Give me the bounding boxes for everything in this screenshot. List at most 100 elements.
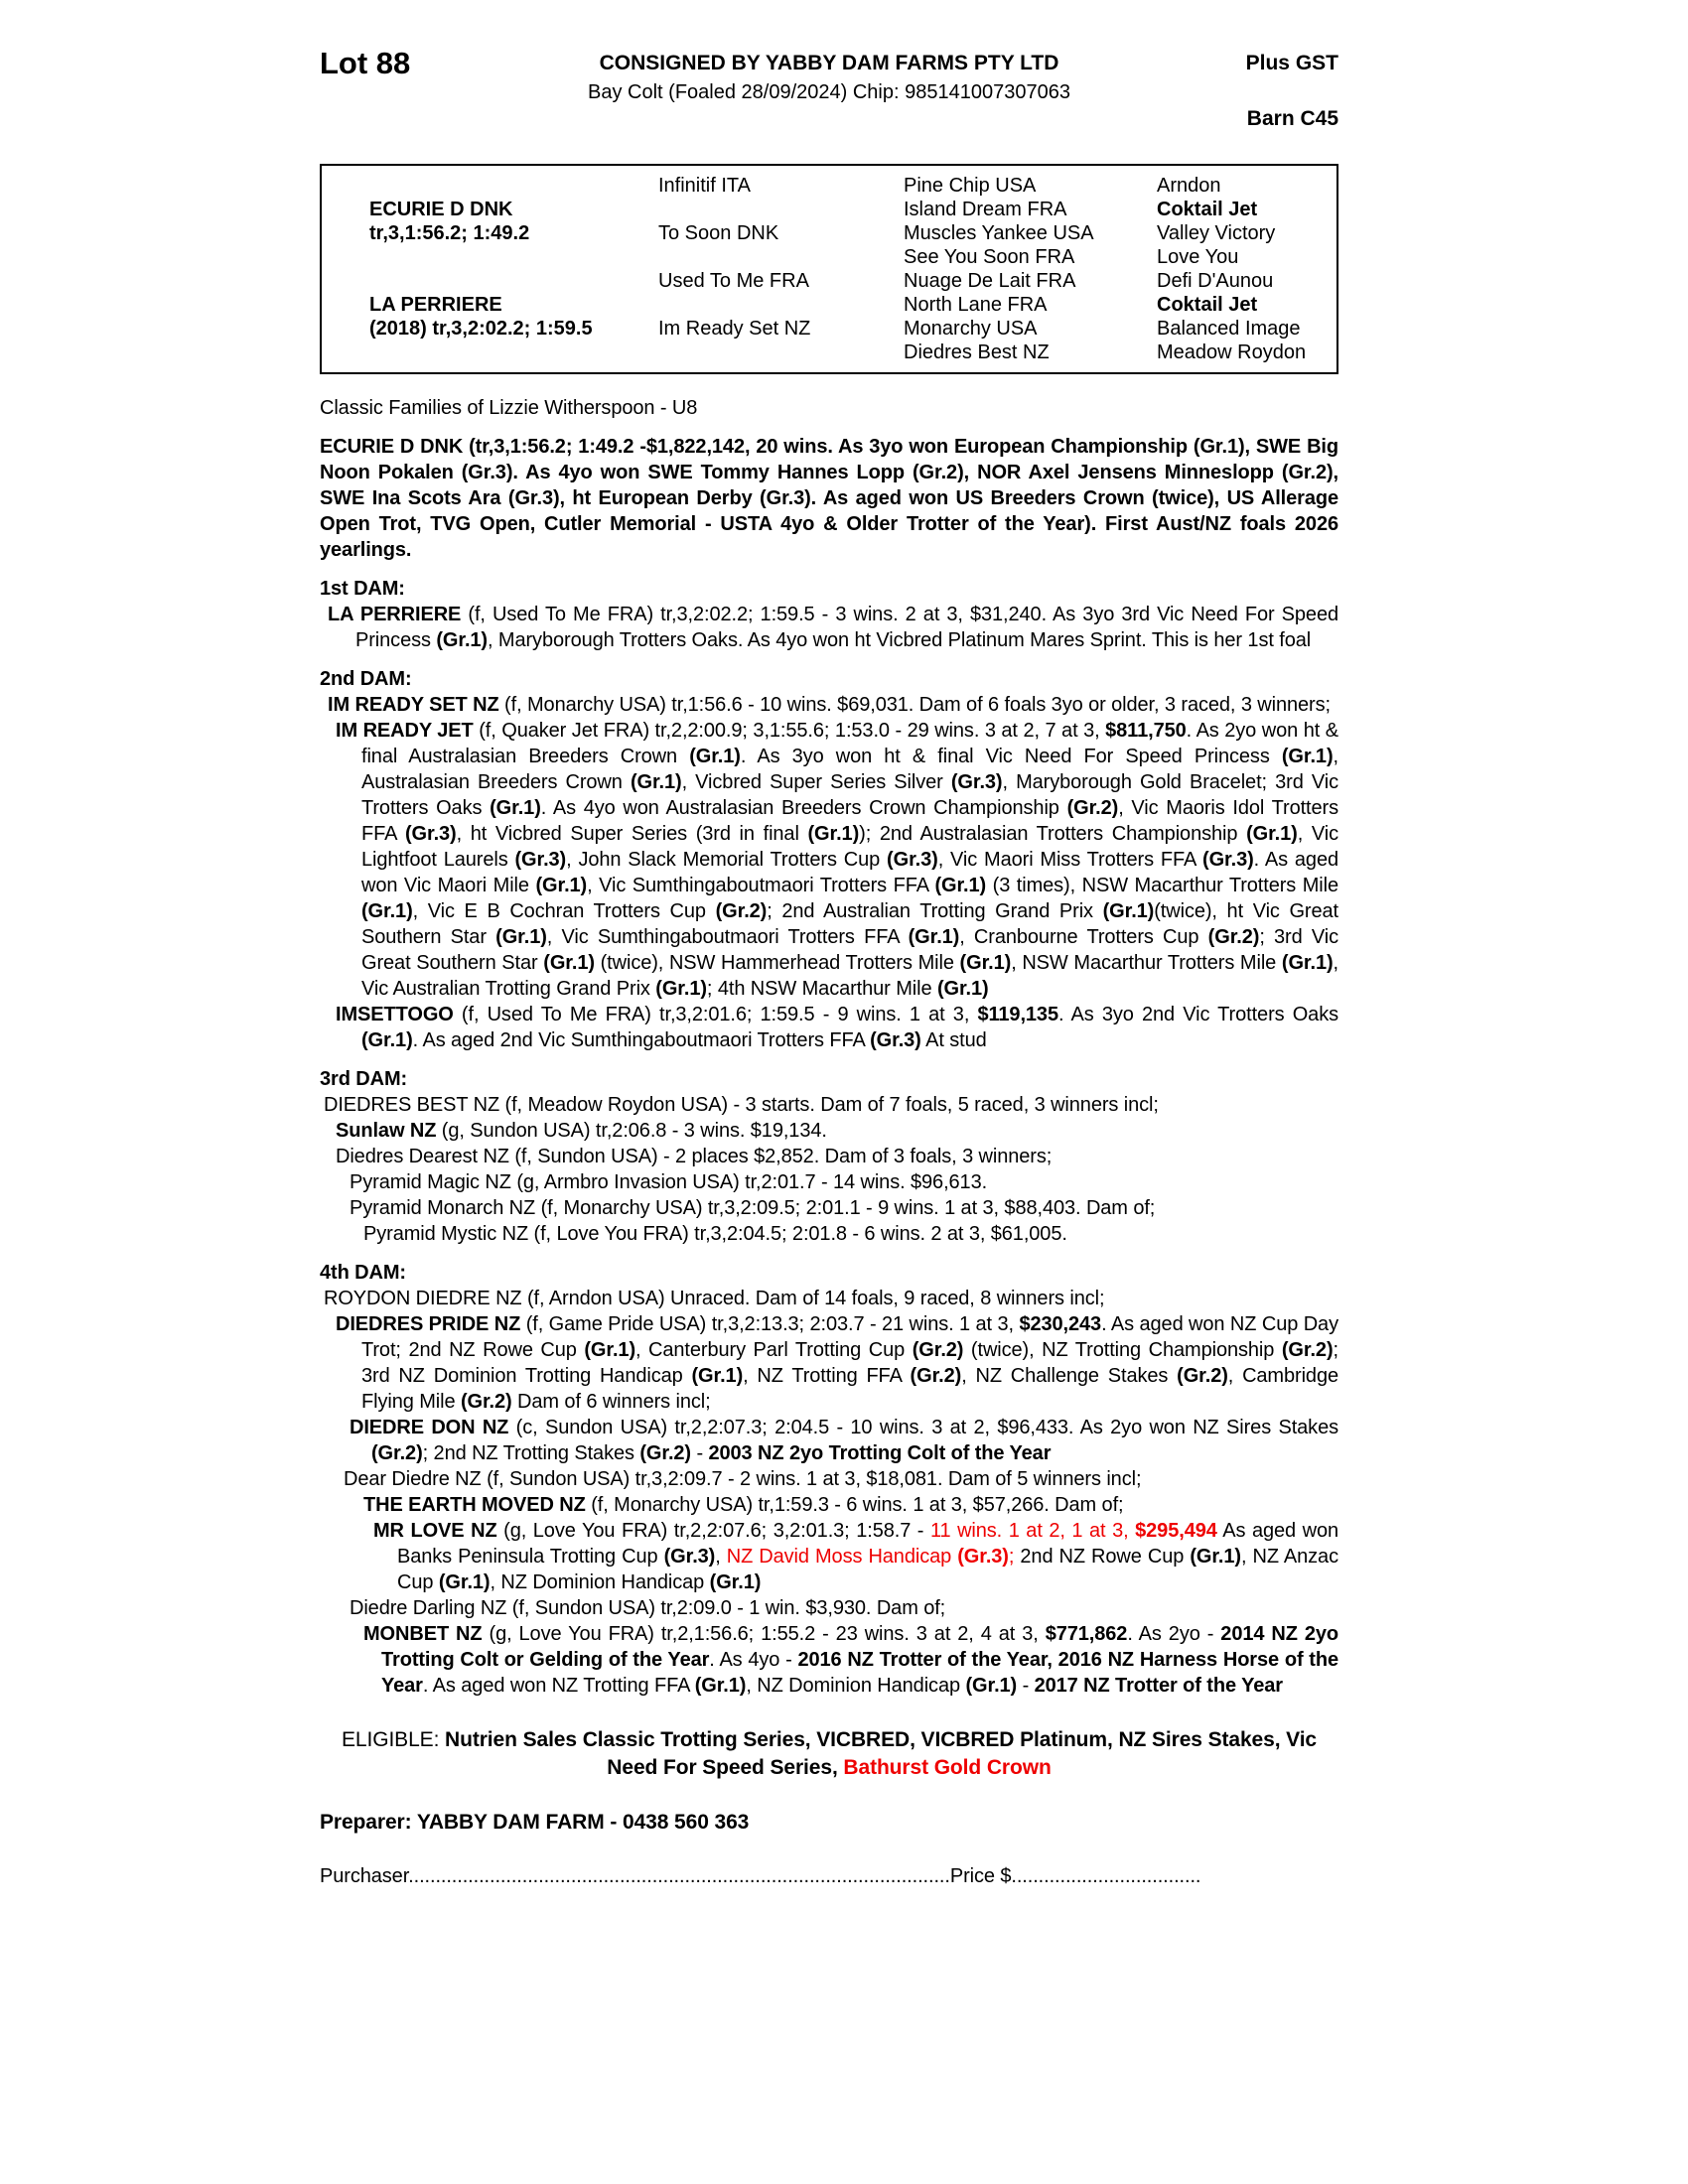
text-run: (Gr.1): [1281, 746, 1334, 767]
pedigree-cell: [322, 174, 658, 198]
text-run: (Gr.1): [543, 952, 595, 974]
barn-label: Barn C45: [1246, 107, 1338, 130]
pedigree-cell: Balanced Image: [1157, 318, 1301, 340]
text-run: , NZ Dominion Handicap: [746, 1675, 966, 1697]
text-run: . As 2yo -: [1127, 1623, 1221, 1645]
text-run: , Maryborough Gold Bracelet; 3rd Vic Tro…: [361, 771, 1338, 819]
text-run: NZ David Moss Handicap: [726, 1546, 958, 1568]
text-run: $119,135: [977, 1004, 1058, 1025]
text-run: $295,494: [1135, 1520, 1217, 1542]
text-run: (Gr.3): [870, 1029, 921, 1051]
dam1-heading: 1st DAM:: [320, 576, 1338, 602]
eligible-line: ELIGIBLE: Nutrien Sales Classic Trotting…: [320, 1726, 1338, 1782]
text-run: (Gr.1): [1246, 823, 1298, 845]
text-run: (Gr.1): [535, 875, 588, 896]
text-run: . As aged won NZ Cup Day Trot; 2nd NZ Ro…: [361, 1313, 1338, 1361]
text-run: 2nd DAM:: [320, 668, 412, 690]
pedigree-cell: Used To Me FRA: [658, 270, 809, 292]
text-run: , Vic Sumthingaboutmaori Trotters FFA: [587, 875, 935, 896]
text-run: (Gr.3): [663, 1546, 716, 1568]
text-run: , Vic Lightfoot Laurels: [361, 823, 1338, 871]
text-run: , NSW Macarthur Trotters Mile: [1011, 952, 1282, 974]
entry-im-ready-jet: IM READY JET (f, Quaker Jet FRA) tr,2,2:…: [320, 718, 1338, 1002]
text-run: (Gr.2): [371, 1442, 423, 1464]
text-run: (Gr.3): [404, 823, 457, 845]
text-run: (g, Love You FRA) tr,2,1:56.6; 1:55.2 - …: [482, 1623, 1046, 1645]
text-run: (f, Game Pride USA) tr,3,2:13.3; 2:03.7 …: [520, 1313, 1020, 1335]
pedigree-cell: Coktail Jet: [1157, 294, 1258, 316]
text-run: , Canterbury Parl Trotting Cup: [635, 1339, 913, 1361]
pedigree-cell: See You Soon FRA: [904, 246, 1075, 268]
text-run: (Gr.1): [959, 952, 1012, 974]
text-run: IM READY JET: [336, 720, 474, 742]
text-run: Purchaser: [320, 1865, 409, 1887]
text-run: Pyramid Monarch NZ (f, Monarchy USA) tr,…: [350, 1197, 1156, 1219]
text-run: , Vic Australian Trotting Grand Prix: [361, 952, 1339, 1000]
plus-gst-label: Plus GST: [1245, 52, 1338, 74]
text-run: Bathurst Gold Crown: [843, 1756, 1052, 1779]
text-run: . As aged won Vic Maori Mile: [361, 849, 1338, 896]
text-run: (Gr.2): [715, 900, 768, 922]
text-run: (f, Used To Me FRA) tr,3,2:02.2; 1:59.5 …: [355, 604, 1338, 651]
text-run: , Vic Maoris Idol Trotters FFA: [361, 797, 1338, 845]
text-run: , NZ Trotting FFA: [743, 1365, 911, 1387]
text-run: Diedres Dearest NZ (f, Sundon USA) - 2 p…: [336, 1146, 1053, 1167]
classic-families: Classic Families of Lizzie Witherspoon -…: [320, 395, 1338, 421]
pedigree-cell: [322, 245, 658, 269]
dam1-la-perriere: LA PERRIERE (f, Used To Me FRA) tr,3,2:0…: [320, 602, 1338, 653]
text-run: ; 3rd NZ Dominion Trotting Handicap: [361, 1339, 1338, 1387]
text-run: , ht Vicbred Super Series (3rd in final: [456, 823, 808, 845]
text-run: Pyramid Mystic NZ (f, Love You FRA) tr,3…: [363, 1223, 1067, 1245]
text-run: (Gr.1): [1281, 952, 1334, 974]
text-run: 2014 NZ 2yo Trotting Colt or Gelding of …: [381, 1623, 1338, 1671]
dam3-heading: 3rd DAM:: [320, 1066, 1338, 1092]
text-run: (Gr.1): [807, 823, 860, 845]
text-run: THE EARTH MOVED NZ: [363, 1494, 586, 1516]
text-run: (c, Sundon USA) tr,2,2:07.3; 2:04.5 - 10…: [508, 1417, 1339, 1438]
text-run: , John Slack Memorial Trotters Cup: [566, 849, 888, 871]
text-run: 1st DAM:: [320, 578, 405, 600]
text-run: (f, Monarchy USA) tr,1:56.6 - 10 wins. $…: [498, 694, 1331, 716]
text-run: (Gr.1): [1190, 1546, 1241, 1568]
text-run: (Gr.3): [950, 771, 1003, 793]
text-run: -: [1017, 1675, 1035, 1697]
entry-the-earth-moved: THE EARTH MOVED NZ (f, Monarchy USA) tr,…: [320, 1492, 1338, 1518]
text-run: At stud: [920, 1029, 987, 1051]
text-run: ; 4th NSW Macarthur Mile: [706, 978, 937, 1000]
text-run: -: [691, 1442, 709, 1464]
text-run: . As aged 2nd Vic Sumthingaboutmaori Tro…: [412, 1029, 871, 1051]
text-run: 2nd NZ Rowe Cup: [1014, 1546, 1191, 1568]
entry-monbet: MONBET NZ (g, Love You FRA) tr,2,1:56.6;…: [320, 1621, 1338, 1699]
consignor-line: CONSIGNED BY YABBY DAM FARMS PTY LTD: [599, 52, 1059, 74]
text-run: (Gr.2): [460, 1391, 512, 1413]
text-run: (Gr.2): [912, 1339, 964, 1361]
text-run: 2003 NZ 2yo Trotting Colt of the Year: [708, 1442, 1052, 1464]
text-run: Pyramid Magic NZ (g, Armbro Invasion USA…: [350, 1171, 988, 1193]
text-run: (Gr.1): [908, 926, 960, 948]
text-run: (Gr.1): [709, 1571, 762, 1593]
text-run: (Gr.2): [1281, 1339, 1334, 1361]
pedigree-cell: Valley Victory: [1157, 222, 1276, 244]
text-run: DIEDRE DON NZ: [350, 1417, 509, 1438]
text-run: (twice), NZ Trotting Championship: [963, 1339, 1282, 1361]
text-run: (Gr.1): [361, 1029, 413, 1051]
entry-diedre-don: DIEDRE DON NZ (c, Sundon USA) tr,2,2:07.…: [320, 1415, 1338, 1466]
text-run: , NZ Dominion Handicap: [490, 1571, 710, 1593]
text-run: (Gr.1): [694, 1675, 747, 1697]
text-run: Diedre Darling NZ (f, Sundon USA) tr,2:0…: [350, 1597, 946, 1619]
text-run: (twice), ht Vic Great Southern Star: [361, 900, 1338, 948]
text-run: (g, Sundon USA) tr,2:06.8 - 3 wins. $19,…: [436, 1120, 827, 1142]
text-run: (Gr.3): [1202, 849, 1254, 871]
text-run: (Gr.2): [639, 1442, 691, 1464]
pedigree-cell: [658, 245, 904, 269]
pedigree-cell: ECURIE D DNK: [369, 199, 513, 220]
text-run: (f, Used To Me FRA) tr,3,2:01.6; 1:59.5 …: [453, 1004, 978, 1025]
text-run: , Maryborough Trotters Oaks. As 4yo won …: [488, 629, 1312, 651]
text-run: $771,862: [1045, 1623, 1128, 1645]
text-run: (f, Quaker Jet FRA) tr,2,2:00.9; 3,1:55.…: [473, 720, 1106, 742]
text-run: (Gr.1): [436, 629, 488, 651]
dam2-im-ready-set: IM READY SET NZ (f, Monarchy USA) tr,1:5…: [320, 692, 1338, 718]
lot-number: Lot 88: [320, 46, 411, 80]
entry-diedres-pride: DIEDRES PRIDE NZ (f, Game Pride USA) tr,…: [320, 1311, 1338, 1415]
pedigree-cell: Infinitif ITA: [658, 175, 751, 197]
